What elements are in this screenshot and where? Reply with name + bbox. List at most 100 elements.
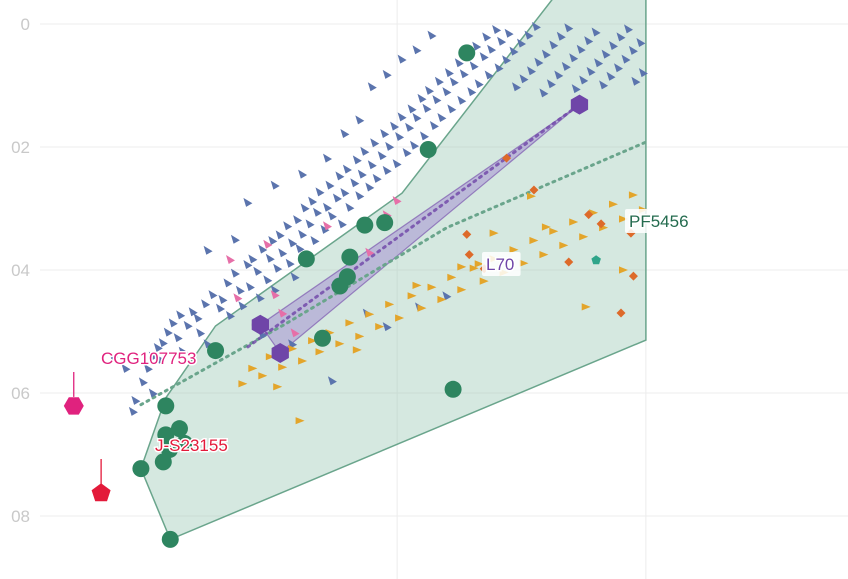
blue-triangle-point bbox=[216, 303, 225, 313]
green-circle-point bbox=[356, 216, 374, 234]
blue-triangle-point bbox=[447, 104, 457, 114]
gold-triangle-point bbox=[569, 218, 579, 226]
annotations: CGG107753 J-S23155 L70 PF5456 bbox=[73, 209, 695, 486]
gold-triangle-point bbox=[609, 200, 618, 208]
blue-triangle-point bbox=[163, 327, 173, 337]
blue-triangle-point bbox=[554, 70, 564, 80]
label-l70-bg bbox=[482, 252, 521, 276]
blue-triangle-point bbox=[467, 87, 477, 97]
blue-triangle-point bbox=[420, 131, 429, 141]
blue-triangle-point bbox=[153, 343, 163, 352]
blue-triangle-point bbox=[235, 285, 245, 295]
blue-triangle-point bbox=[340, 188, 350, 197]
blue-triangle-point bbox=[534, 57, 544, 67]
blue-triangle-point bbox=[561, 61, 571, 71]
blue-triangle-point bbox=[397, 54, 407, 64]
gold-triangle-point bbox=[375, 323, 385, 331]
blue-triangle-point bbox=[479, 52, 489, 62]
blue-triangle-point bbox=[355, 115, 365, 125]
blue-triangle-point bbox=[434, 76, 444, 86]
orange-diamond-point bbox=[462, 229, 472, 239]
blue-triangle-point bbox=[323, 202, 332, 212]
blue-triangle-point bbox=[283, 221, 293, 231]
blue-triangle-point bbox=[512, 82, 521, 92]
blue-triangle-point bbox=[293, 215, 303, 225]
orange-diamond-point bbox=[464, 250, 474, 260]
gold-triangle-point bbox=[549, 227, 559, 235]
gold-triangle-point bbox=[288, 345, 298, 353]
blue-triangle-point bbox=[569, 53, 579, 63]
label-pf5456: PF5456 bbox=[629, 212, 689, 231]
y-tick-label: 04 bbox=[11, 261, 30, 280]
blue-triangle-point bbox=[263, 275, 273, 285]
y-tick-label: 08 bbox=[11, 507, 30, 526]
blue-triangle-point bbox=[571, 84, 581, 94]
blue-triangle-point bbox=[308, 196, 318, 206]
blue-triangle-point bbox=[591, 27, 601, 37]
blue-triangle-point bbox=[395, 132, 405, 141]
blue-triangle-point bbox=[531, 22, 541, 31]
green-circle-point bbox=[444, 380, 462, 398]
gold-triangle-point bbox=[308, 337, 318, 345]
blue-triangle-point bbox=[350, 178, 360, 188]
pink-triangle-point bbox=[365, 247, 375, 257]
blue-triangle-point bbox=[208, 290, 218, 300]
orange-diamond-point bbox=[502, 153, 512, 163]
gold-triangle-point bbox=[539, 251, 549, 259]
blue-triangle-point bbox=[482, 32, 492, 42]
blue-triangle-point bbox=[579, 75, 589, 85]
blue-triangle-point bbox=[357, 169, 367, 179]
blue-triangle-point bbox=[427, 30, 437, 40]
trend-lines bbox=[139, 103, 648, 407]
blue-triangle-point bbox=[556, 31, 566, 41]
y-tick-label: 02 bbox=[11, 138, 30, 157]
blue-triangle-point bbox=[382, 69, 392, 79]
purple-trend-line bbox=[246, 103, 581, 349]
blue-triangle-point bbox=[392, 159, 402, 169]
blue-triangle-point bbox=[459, 69, 469, 79]
blue-triangle-point bbox=[497, 36, 507, 46]
purple-hexagon-point bbox=[570, 94, 589, 115]
gold-triangle-point bbox=[238, 380, 248, 388]
gold-triangle-point bbox=[407, 292, 417, 300]
blue-triangle-point bbox=[148, 388, 158, 398]
blue-triangle-point bbox=[412, 45, 422, 55]
green-circle-point bbox=[132, 460, 150, 478]
blue-triangle-point bbox=[509, 46, 519, 56]
pink-triangle-point bbox=[270, 290, 280, 300]
blue-triangle-point bbox=[230, 268, 240, 278]
blue-triangle-point bbox=[265, 253, 275, 263]
gold-triangle-point bbox=[474, 260, 484, 268]
blue-triangle-point bbox=[422, 103, 432, 113]
blue-triangle-point bbox=[245, 282, 255, 292]
blue-triangle-point bbox=[315, 187, 325, 197]
blue-triangle-point bbox=[268, 236, 278, 245]
gold-triangle-point bbox=[385, 300, 395, 308]
blue-triangle-point bbox=[248, 254, 258, 264]
blue-triangle-point bbox=[223, 278, 233, 288]
blue-triangle-point bbox=[243, 260, 253, 269]
blue-triangle-point bbox=[527, 66, 536, 76]
blue-triangle-point bbox=[360, 146, 370, 156]
gold-triangle-point bbox=[352, 346, 362, 354]
pink-triangle-point bbox=[290, 328, 300, 338]
blue-triangle-point bbox=[196, 328, 206, 338]
blue-triangle-point bbox=[298, 229, 308, 239]
blue-triangle-point bbox=[143, 363, 153, 373]
green-circle-point bbox=[376, 214, 394, 232]
blue-triangle-point bbox=[442, 87, 452, 97]
blue-triangle-point bbox=[549, 40, 559, 50]
blue-triangle-point bbox=[487, 44, 497, 54]
blue-triangle-point bbox=[425, 85, 434, 95]
green-circle-point bbox=[154, 453, 172, 471]
blue-triangle-point bbox=[305, 219, 315, 229]
orange-diamond-point bbox=[584, 210, 594, 220]
blue-triangle-point bbox=[449, 77, 459, 87]
orange-diamond-point bbox=[616, 308, 626, 318]
blue-triangle-point bbox=[407, 104, 417, 114]
gold-triangle-point bbox=[315, 348, 325, 356]
blue-triangle-point bbox=[628, 45, 638, 55]
blue-triangle-point bbox=[173, 333, 183, 343]
blue-triangle-point bbox=[109, 351, 118, 361]
